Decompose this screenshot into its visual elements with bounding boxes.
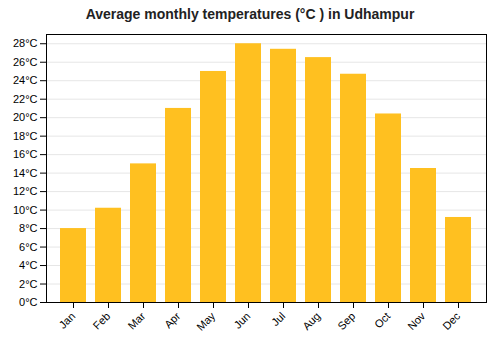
svg-text:22°C: 22°C xyxy=(13,93,38,105)
svg-text:2°C: 2°C xyxy=(19,278,38,290)
svg-text:4°C: 4°C xyxy=(19,259,38,271)
svg-text:20°C: 20°C xyxy=(13,111,38,123)
svg-text:18°C: 18°C xyxy=(13,130,38,142)
svg-text:Jun: Jun xyxy=(231,310,252,331)
svg-text:Apr: Apr xyxy=(162,310,183,331)
svg-text:10°C: 10°C xyxy=(13,204,38,216)
svg-text:26°C: 26°C xyxy=(13,56,38,68)
svg-text:May: May xyxy=(194,309,218,333)
svg-text:14°C: 14°C xyxy=(13,167,38,179)
svg-text:Aug: Aug xyxy=(300,310,322,332)
svg-text:Dec: Dec xyxy=(440,309,463,332)
svg-text:8°C: 8°C xyxy=(19,222,38,234)
svg-text:Mar: Mar xyxy=(126,310,148,332)
svg-text:12°C: 12°C xyxy=(13,185,38,197)
svg-text:6°C: 6°C xyxy=(19,241,38,253)
html-text:Average monthly temperatures (: Average monthly temperatures (°C ) in Ud… xyxy=(85,6,415,22)
svg-text:16°C: 16°C xyxy=(13,148,38,160)
svg-text:Nov: Nov xyxy=(405,309,428,332)
svg-text:Oct: Oct xyxy=(372,310,393,331)
svg-text:Jan: Jan xyxy=(56,310,77,331)
svg-text:Sep: Sep xyxy=(335,310,357,332)
svg-text:28°C: 28°C xyxy=(13,37,38,49)
svg-text:Feb: Feb xyxy=(91,310,113,332)
svg-text:Jul: Jul xyxy=(269,310,287,328)
svg-text:0°C: 0°C xyxy=(19,296,38,308)
svg-text:24°C: 24°C xyxy=(13,74,38,86)
